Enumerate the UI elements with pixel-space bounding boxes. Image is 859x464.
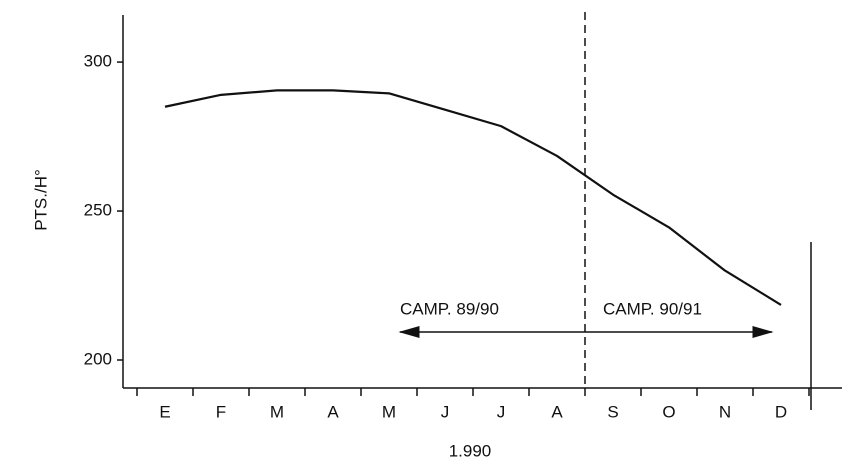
y-axis-label: PTS./H° (31, 169, 50, 231)
x-tick-label: J (441, 402, 450, 421)
data-line (164, 89, 782, 306)
x-tick-label: O (662, 402, 675, 421)
x-tick-label: S (607, 402, 618, 421)
annotation: CAMP. 89/90 (400, 299, 499, 318)
x-axis-label: 1.990 (449, 441, 492, 460)
x-tick-label: A (551, 402, 563, 421)
y-tick-label: 300 (84, 52, 112, 71)
annotation: CAMP. 90/91 (603, 299, 702, 318)
x-tick-label: E (159, 402, 170, 421)
x-tick-label: N (719, 402, 731, 421)
x-tick-label: A (327, 402, 339, 421)
x-tick-label: D (775, 402, 787, 421)
x-tick-label: F (216, 402, 226, 421)
x-tick-label: J (497, 402, 506, 421)
y-tick-label: 250 (84, 201, 112, 220)
y-tick-label: 200 (84, 349, 112, 368)
x-tick-label: M (382, 402, 396, 421)
x-tick-label: M (270, 402, 284, 421)
